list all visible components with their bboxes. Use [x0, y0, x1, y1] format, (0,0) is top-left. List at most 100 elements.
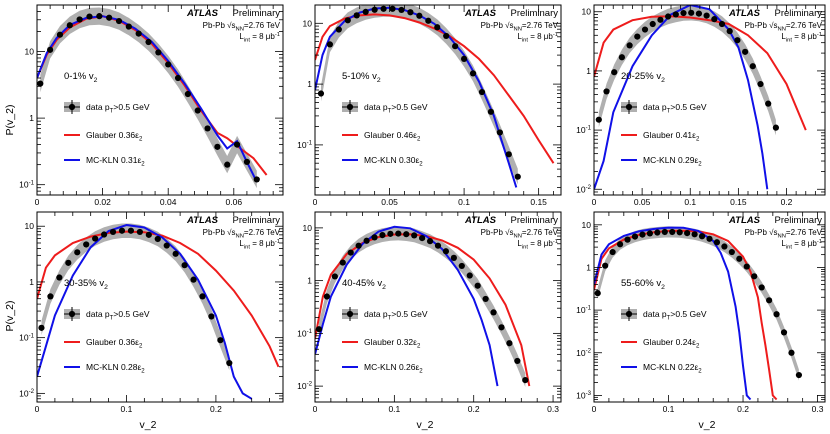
data-point: [695, 10, 703, 17]
y-tick-label: 1: [307, 79, 312, 89]
data-point: [155, 49, 162, 56]
data-point: [362, 8, 369, 16]
x-tick-label: 0.2: [210, 404, 222, 414]
data-point: [380, 5, 387, 12]
data-point: [407, 9, 414, 16]
luminosity-label: Lint​ = 8 μb-1​: [781, 239, 822, 251]
legend: data pT​>0.5 GeV Glauber 0.41ε2​ MC-KLN 0.…: [621, 100, 707, 168]
x-tick-label: 0.1: [684, 197, 696, 207]
data-point: [172, 250, 179, 257]
data-point: [703, 12, 710, 19]
x-axis-label-right: v_2: [699, 419, 716, 431]
collision-system-label: Pb-Pb √sNN​=2.76 TeV: [203, 228, 281, 239]
atlas-label: ATLAS: [728, 215, 761, 226]
luminosity-label: Lint​ = 8 μb-1​: [781, 32, 822, 44]
x-tick-label: 0.2: [737, 404, 749, 414]
data-point: [691, 231, 698, 238]
data-systematic-band: [597, 226, 799, 381]
data-point: [163, 242, 170, 249]
data-point: [452, 43, 459, 50]
mckln-curve: [37, 223, 253, 400]
data-point: [758, 284, 765, 291]
legend-mckln-label: MC-KLN 0.29ε2​: [643, 155, 702, 168]
data-point: [734, 37, 741, 44]
preliminary-label: Preliminary: [774, 8, 822, 19]
legend-data-marker: [346, 310, 354, 318]
data-point: [425, 17, 432, 24]
y-tick-label: 1: [29, 113, 34, 123]
y-tick-label: 10-2​: [576, 184, 591, 194]
data-point: [496, 129, 503, 136]
data-point: [339, 259, 346, 266]
legend-data-marker: [346, 103, 354, 111]
mckln-curve: [37, 15, 258, 183]
y-tick-label: 10: [582, 7, 592, 17]
data-point: [355, 242, 362, 249]
x-tick-label: 0.05: [634, 197, 651, 207]
x-tick-label: 0.2: [781, 197, 793, 207]
x-tick-label: 0.1: [388, 404, 400, 414]
data-point: [194, 107, 201, 114]
data-point: [363, 237, 370, 244]
legend-mckln-label: MC-KLN 0.31ε2​: [86, 155, 145, 168]
data-point: [634, 33, 641, 40]
data-point: [514, 173, 521, 180]
data-point: [522, 377, 529, 384]
data-point: [335, 26, 342, 33]
data-point: [736, 255, 743, 262]
legend-data-label: data pT​>0.5 GeV: [643, 102, 707, 115]
data-point: [602, 262, 609, 269]
collision-system-label: Pb-Pb √sNN​=2.76 TeV: [745, 21, 823, 32]
data-point: [226, 359, 233, 367]
data-point: [443, 32, 450, 40]
data-point: [181, 262, 188, 269]
data-point: [603, 88, 610, 95]
x-tick-label: 0.15: [530, 197, 547, 207]
data-point: [718, 20, 726, 28]
data-point: [243, 158, 251, 165]
centrality-label: 30-35% v2​: [64, 278, 108, 291]
data-point: [743, 263, 750, 270]
data-point: [389, 5, 396, 12]
mckln-curve: [594, 226, 752, 401]
glauber-curve: [37, 230, 280, 368]
data-point: [326, 41, 334, 48]
data-point: [395, 230, 402, 237]
data-point: [86, 13, 93, 20]
data-point: [713, 239, 721, 246]
legend-data-label: data pT​>0.5 GeV: [364, 102, 428, 115]
data-point: [490, 309, 497, 316]
centrality-label: 55-60% v2​: [621, 278, 665, 291]
x-tick-label: 0.06: [226, 197, 243, 207]
preliminary-label: Preliminary: [774, 215, 822, 226]
data-point: [416, 12, 423, 19]
data-point: [76, 16, 83, 23]
luminosity-label: Lint​ = 8 μb-1​: [239, 239, 280, 251]
legend-data-label: data pT​>0.5 GeV: [86, 309, 150, 322]
data-point: [772, 124, 780, 131]
legend-data-label: data pT​>0.5 GeV: [364, 309, 428, 322]
data-point: [434, 242, 442, 249]
data-point: [347, 249, 354, 256]
data-point: [204, 125, 211, 132]
data-point: [323, 293, 331, 300]
data-point: [624, 236, 631, 243]
data-point: [331, 273, 338, 280]
data-point: [115, 17, 123, 25]
data-point: [773, 311, 780, 318]
data-point: [611, 69, 618, 76]
glauber-curve: [37, 15, 268, 176]
data-point: [426, 238, 434, 245]
data-point: [765, 100, 772, 107]
legend-glauber-label: Glauber 0.32ε2​: [364, 337, 421, 350]
data-point: [38, 324, 45, 331]
data-point: [65, 259, 72, 266]
data-point: [100, 231, 108, 238]
y-tick-label: 10: [303, 223, 313, 233]
plot-area: [315, 5, 555, 188]
data-point: [698, 233, 706, 240]
legend-mckln-label: MC-KLN 0.30ε2​: [364, 155, 423, 168]
data-point: [665, 13, 672, 20]
data-point: [788, 349, 795, 356]
y-tick-label: 10-2​: [19, 388, 34, 398]
